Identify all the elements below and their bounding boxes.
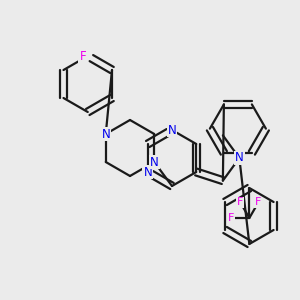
Text: N: N [143, 166, 152, 178]
Text: N: N [150, 155, 159, 169]
Text: N: N [101, 128, 110, 140]
Text: N: N [168, 124, 176, 136]
Text: F: F [255, 197, 262, 207]
Text: F: F [80, 50, 86, 62]
Text: F: F [237, 197, 244, 207]
Text: F: F [228, 213, 235, 223]
Text: N: N [235, 152, 244, 164]
